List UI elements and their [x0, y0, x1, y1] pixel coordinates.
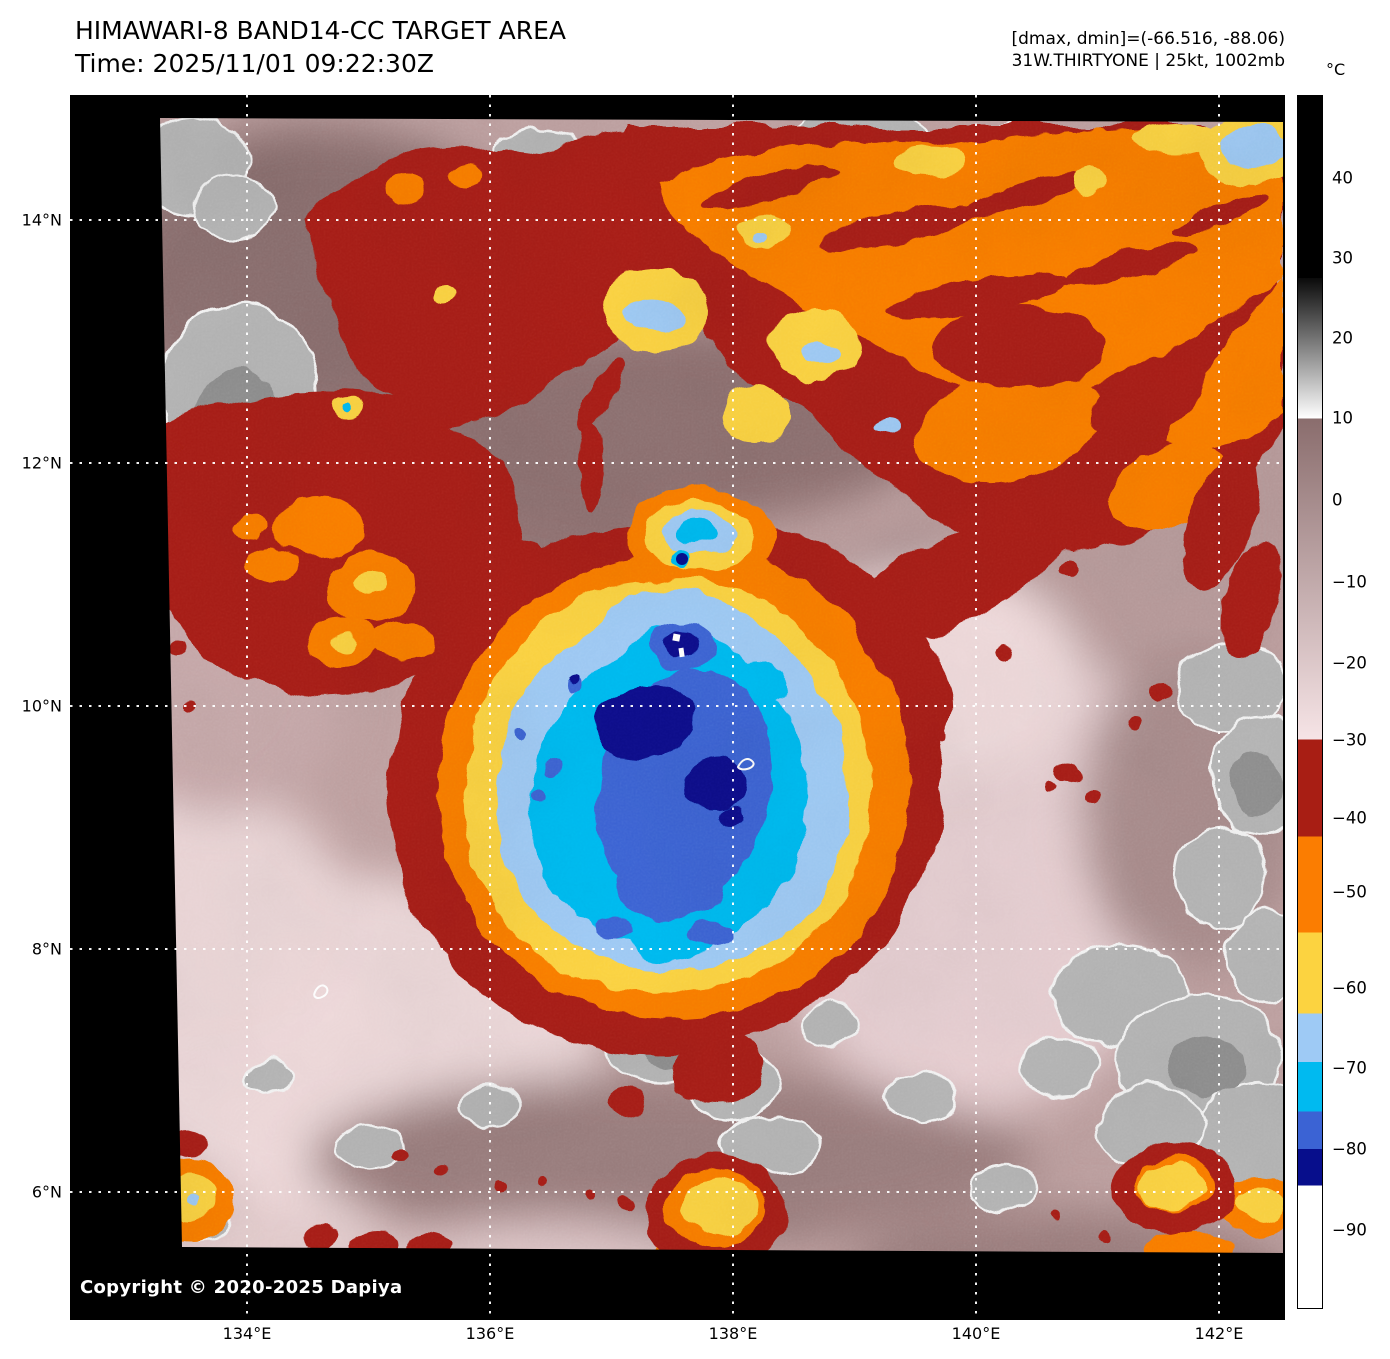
- colorbar-tick-label: 40: [1332, 168, 1353, 188]
- colorbar-tick-label: 0: [1332, 490, 1343, 510]
- satellite-map: Copyright © 2020-2025 Dapiya: [70, 95, 1285, 1320]
- y-tick-label: 8°N: [31, 939, 62, 959]
- y-tick-label: 6°N: [31, 1182, 62, 1202]
- x-tick-label: 138°E: [708, 1324, 758, 1343]
- colorbar-tick-label: −60: [1332, 978, 1367, 998]
- copyright-label: Copyright © 2020-2025 Dapiya: [80, 1277, 403, 1298]
- colorbar-tick-label: −20: [1332, 653, 1367, 673]
- figure-time: Time: 2025/11/01 09:22:30Z: [75, 49, 434, 78]
- satellite-data-swath: [160, 118, 1283, 1253]
- x-tick-label: 140°E: [951, 1324, 1001, 1343]
- figure-title: HIMAWARI-8 BAND14-CC TARGET AREA: [75, 16, 567, 45]
- colorbar-tick-label: 30: [1332, 248, 1353, 268]
- colorbar-tick-label: −50: [1332, 882, 1367, 902]
- dmax-dmin-readout: [dmax, dmin]=(-66.516, -88.06): [1011, 29, 1286, 49]
- colorbar-tick-label: 20: [1332, 328, 1353, 348]
- x-tick-label: 134°E: [222, 1324, 272, 1343]
- colorbar-tick-label: −30: [1332, 730, 1367, 750]
- colorbar-unit-label: °C: [1326, 60, 1346, 79]
- colorbar-tick-label: −80: [1332, 1139, 1367, 1159]
- fine-grain-texture: [160, 118, 1283, 1253]
- colorbar: [1297, 95, 1323, 1309]
- satellite-map-canvas: [70, 95, 1285, 1320]
- storm-info: 31W.THIRTYONE | 25kt, 1002mb: [1011, 51, 1285, 71]
- colorbar-tick-label: −90: [1332, 1220, 1367, 1240]
- colorbar-tick-label: 10: [1332, 408, 1353, 428]
- figure-header: HIMAWARI-8 BAND14-CC TARGET AREA Time: 2…: [75, 14, 566, 80]
- colorbar-tick-label: −40: [1332, 808, 1367, 828]
- y-tick-label: 14°N: [21, 210, 62, 230]
- colorbar-tick-label: −70: [1332, 1058, 1367, 1078]
- x-tick-label: 136°E: [465, 1324, 515, 1343]
- figure-info: [dmax, dmin]=(-66.516, -88.06) 31W.THIRT…: [1012, 28, 1286, 72]
- colorbar-tick-label: −10: [1332, 572, 1367, 592]
- x-tick-label: 142°E: [1194, 1324, 1244, 1343]
- y-tick-label: 10°N: [21, 696, 62, 716]
- y-tick-label: 12°N: [21, 453, 62, 473]
